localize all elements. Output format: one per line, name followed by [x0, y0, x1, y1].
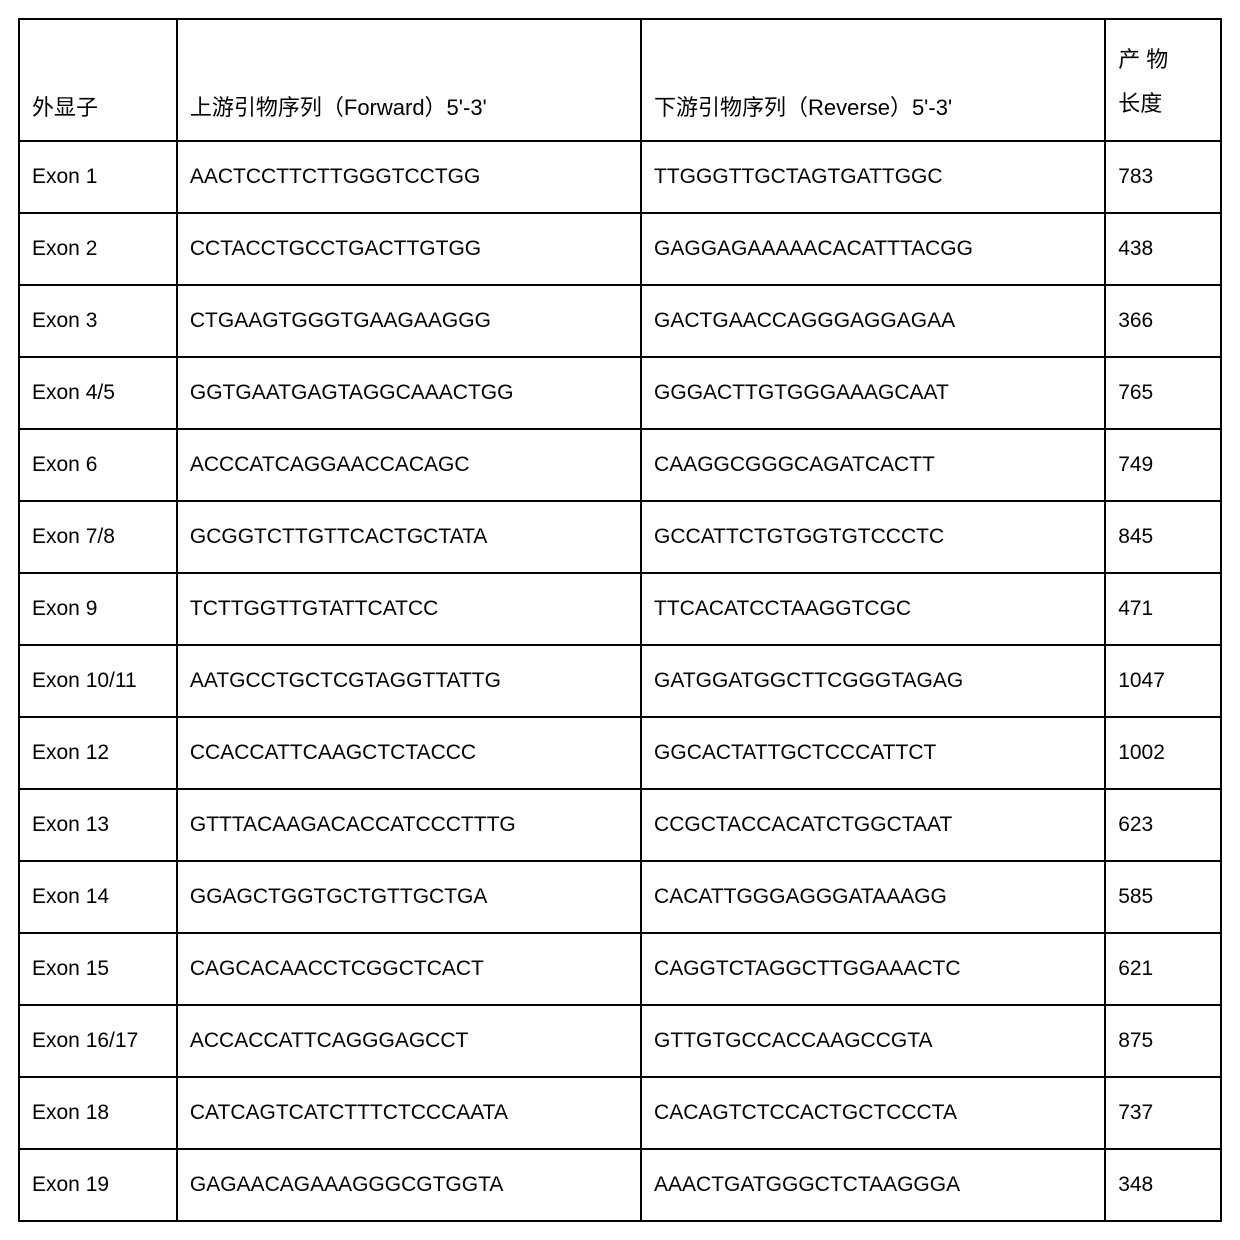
cell-forward: GAGAACAGAAAGGGCGTGGTA [177, 1149, 641, 1221]
cell-exon: Exon 19 [19, 1149, 177, 1221]
table-row: Exon 9TCTTGGTTGTATTCATCCTTCACATCCTAAGGTC… [19, 573, 1221, 645]
cell-exon: Exon 3 [19, 285, 177, 357]
table-row: Exon 15CAGCACAACCTCGGCTCACTCAGGTCTAGGCTT… [19, 933, 1221, 1005]
cell-reverse: GCCATTCTGTGGTGTCCCTC [641, 501, 1105, 573]
cell-reverse: GAGGAGAAAAACACATTTACGG [641, 213, 1105, 285]
table-row: Exon 16/17ACCACCATTCAGGGAGCCTGTTGTGCCACC… [19, 1005, 1221, 1077]
cell-exon: Exon 7/8 [19, 501, 177, 573]
table-row: Exon 18CATCAGTCATCTTTCTCCCAATACACAGTCTCC… [19, 1077, 1221, 1149]
cell-forward: ACCCATCAGGAACCACAGC [177, 429, 641, 501]
cell-reverse: CAAGGCGGGCAGATCACTT [641, 429, 1105, 501]
cell-exon: Exon 18 [19, 1077, 177, 1149]
cell-forward: CCACCATTCAAGCTCTACCC [177, 717, 641, 789]
cell-length: 621 [1105, 933, 1221, 1005]
col-header-exon: 外显子 [19, 19, 177, 141]
cell-reverse: CAGGTCTAGGCTTGGAAACTC [641, 933, 1105, 1005]
cell-exon: Exon 6 [19, 429, 177, 501]
cell-reverse: TTGGGTTGCTAGTGATTGGC [641, 141, 1105, 213]
table-row: Exon 10/11AATGCCTGCTCGTAGGTTATTGGATGGATG… [19, 645, 1221, 717]
cell-reverse: GTTGTGCCACCAAGCCGTA [641, 1005, 1105, 1077]
table-row: Exon 4/5GGTGAATGAGTAGGCAAACTGGGGGACTTGTG… [19, 357, 1221, 429]
cell-forward: GCGGTCTTGTTCACTGCTATA [177, 501, 641, 573]
cell-reverse: GACTGAACCAGGGAGGAGAA [641, 285, 1105, 357]
cell-exon: Exon 2 [19, 213, 177, 285]
table-row: Exon 12CCACCATTCAAGCTCTACCCGGCACTATTGCTC… [19, 717, 1221, 789]
cell-forward: GGAGCTGGTGCTGTTGCTGA [177, 861, 641, 933]
cell-exon: Exon 10/11 [19, 645, 177, 717]
cell-forward: GGTGAATGAGTAGGCAAACTGG [177, 357, 641, 429]
cell-forward: GTTTACAAGACACCATCCCTTTG [177, 789, 641, 861]
cell-length: 623 [1105, 789, 1221, 861]
col-header-length: 产 物长度 [1105, 19, 1221, 141]
cell-length: 737 [1105, 1077, 1221, 1149]
table-row: Exon 19GAGAACAGAAAGGGCGTGGTAAAACTGATGGGC… [19, 1149, 1221, 1221]
cell-forward: AATGCCTGCTCGTAGGTTATTG [177, 645, 641, 717]
col-header-reverse: 下游引物序列（Reverse）5'-3' [641, 19, 1105, 141]
cell-reverse: AAACTGATGGGCTCTAAGGGA [641, 1149, 1105, 1221]
cell-exon: Exon 16/17 [19, 1005, 177, 1077]
cell-exon: Exon 12 [19, 717, 177, 789]
cell-reverse: CACATTGGGAGGGATAAAGG [641, 861, 1105, 933]
cell-length: 366 [1105, 285, 1221, 357]
table-row: Exon 3CTGAAGTGGGTGAAGAAGGGGACTGAACCAGGGA… [19, 285, 1221, 357]
col-header-length-line1: 产 物 [1118, 38, 1208, 82]
cell-length: 348 [1105, 1149, 1221, 1221]
cell-length: 585 [1105, 861, 1221, 933]
cell-length: 749 [1105, 429, 1221, 501]
cell-forward: CCTACCTGCCTGACTTGTGG [177, 213, 641, 285]
cell-forward: TCTTGGTTGTATTCATCC [177, 573, 641, 645]
cell-forward: CTGAAGTGGGTGAAGAAGGG [177, 285, 641, 357]
table-row: Exon 1AACTCCTTCTTGGGTCCTGGTTGGGTTGCTAGTG… [19, 141, 1221, 213]
cell-exon: Exon 9 [19, 573, 177, 645]
cell-length: 1047 [1105, 645, 1221, 717]
cell-length: 1002 [1105, 717, 1221, 789]
col-header-forward: 上游引物序列（Forward）5'-3' [177, 19, 641, 141]
table-row: Exon 2CCTACCTGCCTGACTTGTGGGAGGAGAAAAACAC… [19, 213, 1221, 285]
cell-reverse: CCGCTACCACATCTGGCTAAT [641, 789, 1105, 861]
cell-exon: Exon 4/5 [19, 357, 177, 429]
cell-length: 471 [1105, 573, 1221, 645]
cell-forward: ACCACCATTCAGGGAGCCT [177, 1005, 641, 1077]
cell-reverse: GATGGATGGCTTCGGGTAGAG [641, 645, 1105, 717]
col-header-length-line2: 长度 [1118, 82, 1208, 126]
table-row: Exon 6ACCCATCAGGAACCACAGCCAAGGCGGGCAGATC… [19, 429, 1221, 501]
cell-reverse: CACAGTCTCCACTGCTCCCTA [641, 1077, 1105, 1149]
primer-table: 外显子上游引物序列（Forward）5'-3'下游引物序列（Reverse）5'… [18, 18, 1222, 1222]
cell-reverse: GGGACTTGTGGGAAAGCAAT [641, 357, 1105, 429]
cell-reverse: GGCACTATTGCTCCCATTCT [641, 717, 1105, 789]
cell-length: 845 [1105, 501, 1221, 573]
cell-forward: CATCAGTCATCTTTCTCCCAATA [177, 1077, 641, 1149]
cell-reverse: TTCACATCCTAAGGTCGC [641, 573, 1105, 645]
cell-length: 783 [1105, 141, 1221, 213]
cell-forward: AACTCCTTCTTGGGTCCTGG [177, 141, 641, 213]
cell-exon: Exon 14 [19, 861, 177, 933]
cell-length: 875 [1105, 1005, 1221, 1077]
cell-exon: Exon 1 [19, 141, 177, 213]
table-row: Exon 7/8GCGGTCTTGTTCACTGCTATAGCCATTCTGTG… [19, 501, 1221, 573]
table-row: Exon 13GTTTACAAGACACCATCCCTTTGCCGCTACCAC… [19, 789, 1221, 861]
cell-forward: CAGCACAACCTCGGCTCACT [177, 933, 641, 1005]
table-header-row: 外显子上游引物序列（Forward）5'-3'下游引物序列（Reverse）5'… [19, 19, 1221, 141]
cell-exon: Exon 13 [19, 789, 177, 861]
cell-exon: Exon 15 [19, 933, 177, 1005]
cell-length: 438 [1105, 213, 1221, 285]
table-row: Exon 14GGAGCTGGTGCTGTTGCTGACACATTGGGAGGG… [19, 861, 1221, 933]
cell-length: 765 [1105, 357, 1221, 429]
